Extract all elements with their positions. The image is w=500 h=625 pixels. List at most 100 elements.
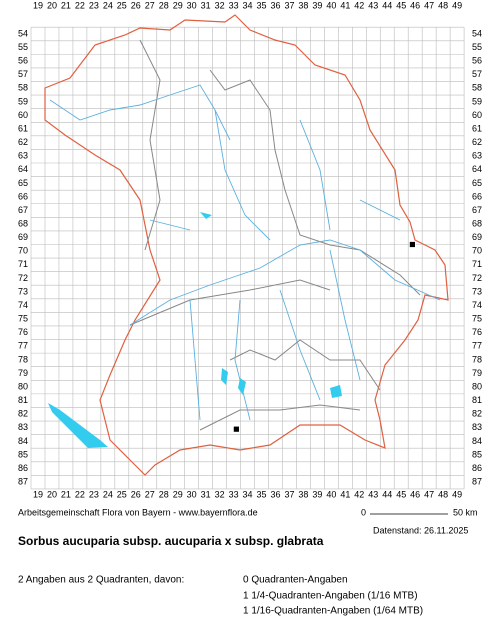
x-label: 47 bbox=[424, 0, 434, 10]
y-label: 85 bbox=[18, 449, 28, 459]
x-label: 22 bbox=[75, 0, 85, 10]
y-label: 63 bbox=[472, 151, 482, 161]
x-label: 42 bbox=[354, 0, 364, 10]
x-label: 26 bbox=[131, 0, 141, 10]
scale-end: 50 km bbox=[453, 507, 478, 517]
x-label: 35 bbox=[257, 0, 267, 10]
y-label: 86 bbox=[18, 463, 28, 473]
y-label: 62 bbox=[18, 137, 28, 147]
y-label: 70 bbox=[472, 246, 482, 256]
x-label: 29 bbox=[173, 0, 183, 10]
x-label: 27 bbox=[145, 0, 155, 10]
x-label: 27 bbox=[145, 489, 155, 499]
record-marker bbox=[408, 241, 416, 248]
y-label: 54 bbox=[18, 28, 28, 38]
x-label: 46 bbox=[410, 0, 420, 10]
x-label: 48 bbox=[438, 489, 448, 499]
x-label: 22 bbox=[75, 489, 85, 499]
y-label: 64 bbox=[472, 164, 482, 174]
x-label: 49 bbox=[452, 489, 462, 499]
title: Sorbus aucuparia subsp. aucuparia x subs… bbox=[18, 534, 324, 548]
x-label: 36 bbox=[270, 0, 280, 10]
x-label: 48 bbox=[438, 0, 448, 10]
y-label: 82 bbox=[472, 409, 482, 419]
y-label: 77 bbox=[18, 341, 28, 351]
x-label: 30 bbox=[187, 489, 197, 499]
x-label: 26 bbox=[131, 489, 141, 499]
x-label: 25 bbox=[117, 489, 127, 499]
y-label: 80 bbox=[18, 381, 28, 391]
x-label: 29 bbox=[173, 489, 183, 499]
y-label: 79 bbox=[18, 368, 28, 378]
x-label: 41 bbox=[340, 489, 350, 499]
y-label: 60 bbox=[18, 110, 28, 120]
y-label: 56 bbox=[18, 56, 28, 66]
rivers bbox=[49, 84, 441, 421]
x-label: 31 bbox=[201, 489, 211, 499]
x-label: 21 bbox=[61, 0, 71, 10]
x-label: 32 bbox=[215, 0, 225, 10]
x-label: 19 bbox=[33, 0, 43, 10]
y-label: 58 bbox=[472, 83, 482, 93]
x-label: 23 bbox=[89, 489, 99, 499]
y-label: 58 bbox=[18, 83, 28, 93]
x-label: 21 bbox=[61, 489, 71, 499]
x-label: 34 bbox=[243, 0, 253, 10]
y-label: 70 bbox=[18, 246, 28, 256]
x-label: 46 bbox=[410, 489, 420, 499]
date: Datenstand: 26.11.2025 bbox=[373, 525, 468, 535]
y-label: 74 bbox=[472, 300, 482, 310]
y-label: 64 bbox=[18, 164, 28, 174]
y-label: 69 bbox=[18, 232, 28, 242]
y-label: 56 bbox=[472, 56, 482, 66]
x-label: 34 bbox=[243, 489, 253, 499]
y-label: 54 bbox=[472, 28, 482, 38]
x-label: 30 bbox=[187, 0, 197, 10]
x-label: 24 bbox=[103, 489, 113, 499]
y-label: 78 bbox=[18, 354, 28, 364]
scale-start: 0 bbox=[361, 507, 366, 517]
y-label: 78 bbox=[472, 354, 482, 364]
y-label: 65 bbox=[472, 178, 482, 188]
x-label: 20 bbox=[47, 489, 57, 499]
y-label: 74 bbox=[18, 300, 28, 310]
y-label: 81 bbox=[18, 395, 28, 405]
y-label: 79 bbox=[472, 368, 482, 378]
summary-line: 1 1/4-Quadranten-Angaben (1/16 MTB) bbox=[243, 591, 418, 602]
x-label: 23 bbox=[89, 0, 99, 10]
y-label: 55 bbox=[472, 42, 482, 52]
x-label: 32 bbox=[215, 489, 225, 499]
x-label: 33 bbox=[229, 489, 239, 499]
y-label: 87 bbox=[472, 477, 482, 487]
x-label: 47 bbox=[424, 489, 434, 499]
x-label: 43 bbox=[368, 489, 378, 499]
grid bbox=[30, 26, 465, 490]
y-label: 86 bbox=[472, 463, 482, 473]
x-label: 20 bbox=[47, 0, 57, 10]
x-label: 25 bbox=[117, 0, 127, 10]
y-label: 61 bbox=[18, 123, 28, 133]
x-label: 44 bbox=[382, 0, 392, 10]
y-label: 55 bbox=[18, 42, 28, 52]
lakes bbox=[200, 212, 342, 398]
y-label: 62 bbox=[472, 137, 482, 147]
y-label: 83 bbox=[18, 422, 28, 432]
x-label: 35 bbox=[257, 489, 267, 499]
y-label: 68 bbox=[472, 218, 482, 228]
y-label: 82 bbox=[18, 409, 28, 419]
y-label: 59 bbox=[18, 96, 28, 106]
x-label: 19 bbox=[33, 489, 43, 499]
y-label: 76 bbox=[472, 327, 482, 337]
y-label: 81 bbox=[472, 395, 482, 405]
y-label: 85 bbox=[472, 449, 482, 459]
y-label: 67 bbox=[18, 205, 28, 215]
y-label: 72 bbox=[18, 273, 28, 283]
y-label: 59 bbox=[472, 96, 482, 106]
summary-line: 0 Quadranten-Angaben bbox=[243, 575, 348, 586]
x-label: 49 bbox=[452, 0, 462, 10]
y-label: 73 bbox=[472, 286, 482, 296]
y-label: 76 bbox=[18, 327, 28, 337]
y-label: 71 bbox=[18, 259, 28, 269]
x-label: 43 bbox=[368, 0, 378, 10]
